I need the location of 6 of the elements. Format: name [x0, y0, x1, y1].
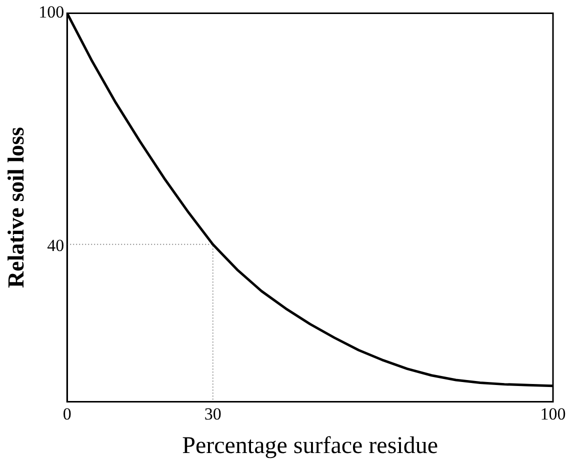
y-axis-title: Relative soil loss — [4, 126, 29, 288]
x-axis-title: Percentage surface residue — [182, 432, 438, 459]
y-tick-label: 40 — [47, 236, 64, 255]
x-tick-label: 0 — [62, 404, 72, 424]
x-tick-label: 100 — [540, 404, 566, 424]
x-tick-label: 30 — [204, 404, 222, 424]
